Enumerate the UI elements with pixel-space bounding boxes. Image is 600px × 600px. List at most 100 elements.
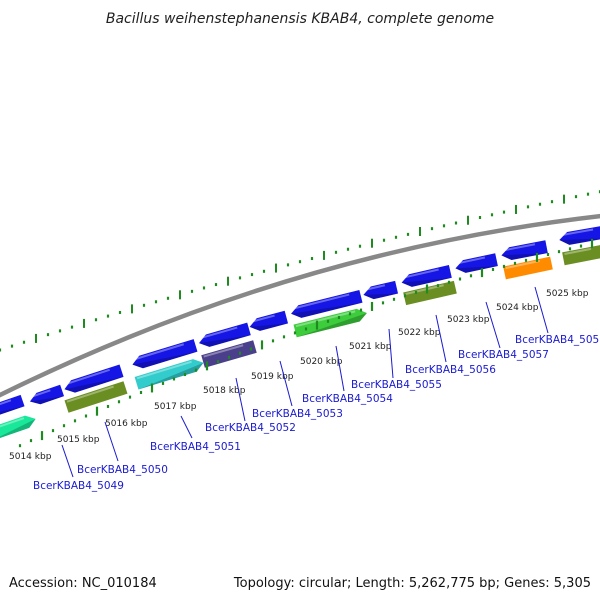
- topology-summary-text: Topology: circular; Length: 5,262,775 bp…: [233, 576, 591, 591]
- reverse-gene-arrow-highlight: [203, 344, 244, 358]
- forward-gene-arrow-body: [559, 225, 600, 245]
- forward-gene-arrow: [363, 280, 399, 300]
- forward-gene-arrow-body: [199, 322, 251, 347]
- reverse-gene-arrow-body: [0, 415, 36, 442]
- gene-label: BcerKBAB4_5057: [458, 349, 549, 361]
- forward-gene-arrow-highlight: [560, 228, 594, 237]
- forward-gene-arrow-body: [29, 384, 65, 405]
- forward-gene-arrow-highlight: [30, 389, 51, 399]
- gene-labels: BcerKBAB4_5049 BcerKBAB4_5050 BcerKBAB4_50…: [33, 334, 600, 492]
- inner-tick-ring: [18, 238, 594, 448]
- reverse-gene-arrow-highlight: [66, 385, 114, 403]
- ruler-label: 5020 kbp: [300, 357, 343, 367]
- ruler-label: 5025 kbp: [546, 289, 589, 299]
- ruler-label: 5024 kbp: [496, 303, 539, 313]
- forward-gene-arrow-body: [249, 310, 289, 331]
- forward-gene-arrow-body: [363, 280, 399, 300]
- forward-gene-arrow-body: [0, 394, 25, 421]
- gene-label: BcerKBAB4_5052: [205, 422, 296, 434]
- forward-gene-arrow-body: [401, 265, 452, 287]
- forward-gene-arrow: [249, 310, 289, 331]
- forward-gene-arrow: [0, 394, 25, 421]
- gene-label-leaders: [61, 286, 549, 478]
- forward-gene-arrow-highlight: [199, 326, 238, 340]
- forward-strand-genes: [0, 225, 600, 421]
- ruler-label: 5023 kbp: [447, 315, 490, 325]
- reverse-gene-arrow: [201, 340, 257, 368]
- gene-leader-line: [388, 328, 394, 379]
- forward-gene-arrow-shade: [249, 323, 289, 331]
- gene-label: BcerKBAB4_5056: [405, 364, 496, 376]
- reverse-gene-arrow-body: [503, 256, 553, 280]
- forward-gene-arrow-highlight: [364, 284, 386, 291]
- forward-gene-arrow-highlight: [132, 343, 185, 361]
- gene-label: BcerKBAB4_5049: [33, 480, 124, 492]
- accession-text: Accession: NC_010184: [9, 576, 157, 591]
- forward-gene-arrow: [132, 339, 198, 369]
- forward-gene-arrow-shade: [363, 293, 399, 300]
- forward-gene-arrow-shade: [401, 277, 452, 287]
- forward-gene-arrow: [29, 384, 65, 405]
- map-title: Bacillus weihenstephanensis KBAB4, compl…: [106, 11, 494, 27]
- reverse-gene-arrow-highlight: [564, 247, 592, 255]
- ruler-label: 5015 kbp: [57, 435, 100, 445]
- gene-leader-line: [180, 415, 193, 439]
- ruler-label: 5014 kbp: [9, 452, 52, 462]
- forward-gene-arrow-highlight: [502, 243, 536, 252]
- forward-gene-arrow-body: [501, 240, 548, 261]
- gene-leader-line: [61, 444, 74, 478]
- reverse-gene-arrow-highlight: [505, 259, 540, 270]
- gene-leader-line: [104, 421, 119, 462]
- ruler-label: 5022 kbp: [398, 328, 441, 338]
- forward-gene-arrow: [64, 364, 124, 393]
- gene-label: BcerKBAB4_5051: [150, 441, 241, 453]
- reverse-gene-arrow: [134, 359, 204, 390]
- forward-gene-arrow-body: [64, 364, 124, 393]
- outer-tick-ring: [0, 190, 600, 352]
- reverse-gene-arrow-highlight: [136, 360, 192, 380]
- forward-gene-arrow-body: [291, 289, 363, 318]
- forward-gene-arrow-highlight: [250, 314, 275, 324]
- ruler-label: 5016 kbp: [105, 419, 148, 429]
- reverse-gene-arrow-body: [64, 381, 128, 413]
- gene-leader-line: [235, 377, 246, 422]
- forward-gene-arrow-shade: [29, 396, 65, 405]
- forward-gene-arrow-body: [455, 253, 498, 273]
- forward-gene-arrow-shade: [199, 335, 251, 347]
- gene-leader-line: [335, 345, 345, 392]
- forward-gene-arrow-shade: [64, 376, 124, 393]
- ruler-label: 5018 kbp: [203, 386, 246, 396]
- gene-leader-line: [435, 314, 447, 363]
- forward-gene-arrow: [501, 240, 548, 261]
- reverse-gene-arrow: [562, 244, 600, 266]
- forward-gene-arrow-shade: [455, 265, 498, 273]
- reverse-strand-genes: [0, 244, 600, 442]
- reverse-gene-arrow-body: [134, 359, 204, 390]
- forward-gene-arrow: [199, 322, 251, 347]
- ruler-label: 5019 kbp: [251, 372, 294, 382]
- forward-gene-arrow-shade: [0, 406, 25, 421]
- gene-label: BcerKBAB4_5058: [515, 334, 600, 346]
- forward-gene-arrow-highlight: [291, 293, 350, 310]
- forward-gene-arrow-body: [132, 339, 198, 369]
- reverse-gene-arrow-body: [293, 308, 367, 338]
- reverse-gene-arrow-highlight: [295, 310, 356, 328]
- genome-backbone: [0, 213, 600, 398]
- forward-gene-arrow: [401, 265, 452, 287]
- gene-label: BcerKBAB4_5050: [77, 464, 168, 476]
- forward-gene-arrow: [559, 225, 600, 245]
- ruler-label: 5021 kbp: [349, 342, 392, 352]
- forward-gene-arrow-highlight: [0, 399, 12, 414]
- reverse-gene-arrow-body: [403, 280, 457, 306]
- forward-gene-arrow-highlight: [456, 256, 486, 265]
- reverse-gene-arrow: [293, 308, 367, 338]
- reverse-gene-arrow: [503, 256, 553, 280]
- gene-leader-line: [485, 301, 501, 349]
- backbone-arc: [0, 213, 600, 398]
- reverse-gene-arrow-body: [562, 244, 600, 266]
- gene-leader-line: [279, 360, 293, 407]
- forward-gene-arrow-shade: [291, 302, 363, 318]
- gene-label: BcerKBAB4_5053: [252, 408, 343, 420]
- reverse-gene-arrow-highlight: [0, 417, 25, 432]
- forward-gene-arrow-shade: [559, 238, 600, 245]
